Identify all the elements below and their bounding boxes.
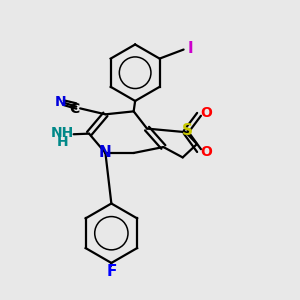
- Text: O: O: [200, 146, 212, 159]
- Text: F: F: [106, 264, 116, 279]
- Text: O: O: [200, 106, 212, 120]
- Text: I: I: [187, 40, 193, 56]
- Text: H: H: [56, 135, 68, 149]
- Text: S: S: [182, 124, 193, 139]
- Text: NH: NH: [51, 126, 74, 140]
- Text: C: C: [69, 102, 80, 116]
- Text: N: N: [99, 146, 112, 160]
- Text: N: N: [54, 95, 66, 109]
